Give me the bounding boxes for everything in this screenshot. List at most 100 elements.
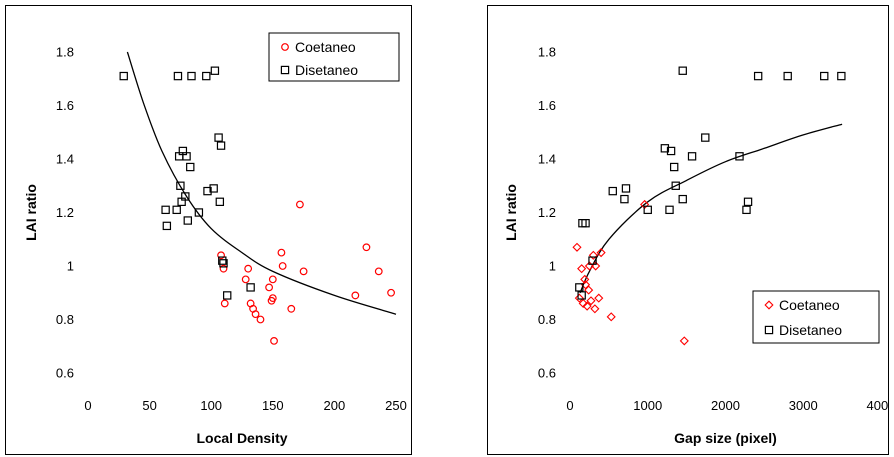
data-point-disetaneo: [209, 184, 218, 193]
data-point-coetaneo: [596, 248, 606, 258]
data-point-disetaneo: [172, 205, 181, 215]
legend-marker-coetaneo: [281, 43, 289, 51]
data-point-disetaneo: [246, 283, 255, 292]
y-tick-label: 1.2: [538, 205, 556, 220]
data-point-coetaneo: [278, 262, 287, 270]
y-tick-label: 0.6: [538, 366, 556, 381]
data-point-disetaneo: [742, 205, 751, 215]
data-point-coetaneo: [580, 274, 590, 284]
legend-box: [752, 290, 880, 344]
data-point-coetaneo: [268, 275, 277, 284]
data-point-coetaneo: [296, 200, 304, 209]
x-tick-label: 2000: [711, 398, 740, 413]
data-point-coetaneo: [220, 299, 229, 308]
data-point-disetaneo: [161, 205, 170, 215]
data-point-coetaneo: [251, 310, 260, 319]
data-point-disetaneo: [837, 71, 846, 81]
data-point-disetaneo: [753, 71, 763, 81]
y-tick-label: 0.8: [56, 312, 74, 327]
data-point-disetaneo: [643, 205, 652, 215]
data-point-coetaneo: [256, 315, 265, 324]
data-point-disetaneo: [621, 184, 631, 193]
data-point-coetaneo: [265, 283, 274, 292]
data-point-coetaneo: [574, 293, 584, 303]
data-point-coetaneo: [299, 267, 308, 276]
data-point-coetaneo: [287, 304, 296, 313]
data-point-coetaneo: [586, 296, 596, 306]
data-point-coetaneo: [268, 294, 277, 303]
data-point-coetaneo: [362, 243, 371, 252]
x-tick-label: 200: [324, 398, 346, 413]
data-point-disetaneo: [678, 66, 687, 75]
y-tick-label: 1.4: [538, 152, 556, 167]
trendline: [126, 51, 397, 315]
legend-label-disetaneo: Disetaneo: [779, 322, 842, 338]
y-axis-label: LAI ratio: [23, 184, 39, 241]
data-point-disetaneo: [216, 141, 226, 150]
data-point-disetaneo: [608, 186, 617, 196]
legend: Coetaneo Disetaneo: [752, 290, 880, 344]
y-tick-label: 1.4: [56, 152, 74, 167]
data-point-coetaneo: [588, 250, 598, 260]
x-tick-label: 100: [200, 398, 222, 413]
data-point-coetaneo: [374, 267, 383, 276]
x-tick-label: 3000: [789, 398, 818, 413]
data-point-coetaneo: [590, 304, 600, 314]
data-point-coetaneo: [219, 264, 228, 273]
legend-label-coetaneo: Coetaneo: [295, 39, 356, 55]
data-point-disetaneo: [678, 194, 687, 204]
x-tick-label: 250: [385, 398, 407, 413]
y-axis-label: LAI ratio: [503, 184, 519, 241]
y-tick-label: 1.8: [538, 45, 556, 60]
x-tick-label: 150: [262, 398, 284, 413]
x-axis-label: Gap size (pixel): [674, 430, 777, 446]
data-point-disetaneo: [577, 291, 586, 300]
data-point-disetaneo: [215, 197, 225, 206]
data-point-disetaneo: [173, 71, 183, 81]
data-point-disetaneo: [735, 152, 744, 161]
data-point-coetaneo: [577, 264, 587, 274]
data-point-coetaneo: [244, 264, 253, 273]
series-coetaneo: [572, 199, 689, 346]
y-tick-label: 1.8: [56, 45, 74, 60]
data-point-coetaneo: [351, 291, 360, 300]
y-tick-label: 1: [67, 259, 74, 274]
data-point-disetaneo: [687, 152, 697, 161]
data-point-disetaneo: [162, 221, 172, 231]
data-point-disetaneo: [743, 197, 753, 206]
data-point-coetaneo: [582, 301, 592, 311]
data-point-coetaneo: [584, 285, 594, 295]
data-point-disetaneo: [194, 208, 204, 217]
data-point-coetaneo: [594, 293, 604, 303]
x-tick-label: 0: [84, 398, 91, 413]
x-tick-label: 1000: [633, 398, 662, 413]
data-point-disetaneo: [181, 192, 190, 201]
data-point-disetaneo: [620, 194, 629, 204]
data-point-disetaneo: [176, 181, 185, 190]
legend-box: [268, 32, 400, 82]
data-point-coetaneo: [241, 275, 250, 284]
data-point-disetaneo: [214, 133, 223, 142]
series-disetaneo: [119, 66, 255, 300]
data-point-disetaneo: [669, 162, 679, 172]
y-tick-label: 1.2: [56, 205, 74, 220]
data-point-disetaneo: [223, 291, 232, 300]
data-point-disetaneo: [183, 216, 192, 225]
data-point-disetaneo: [581, 219, 590, 228]
right-chart-panel: 0.6 0.8 1 1.2 1.4 1.6 1.8 0 1000 2000 3000 4000 Gap …: [487, 5, 889, 455]
data-point-disetaneo: [202, 71, 211, 81]
data-point-disetaneo: [820, 71, 829, 81]
data-point-disetaneo: [783, 71, 792, 81]
legend: Coetaneo Disetaneo: [268, 32, 400, 82]
y-tick-label: 1: [549, 259, 556, 274]
x-tick-label: 4000: [867, 398, 888, 413]
data-point-coetaneo: [578, 298, 588, 309]
data-point-coetaneo: [217, 251, 225, 260]
data-point-coetaneo: [606, 312, 616, 322]
data-point-disetaneo: [218, 256, 227, 265]
legend-label-coetaneo: Coetaneo: [779, 297, 840, 313]
data-point-coetaneo: [277, 248, 286, 257]
series-disetaneo: [575, 66, 846, 300]
left-chart-panel: 0.6 0.8 1 1.2 1.4 1.6 1.8 0 50 100 150 200 250 Local …: [5, 5, 412, 455]
y-tick-label: 1.6: [56, 98, 74, 113]
